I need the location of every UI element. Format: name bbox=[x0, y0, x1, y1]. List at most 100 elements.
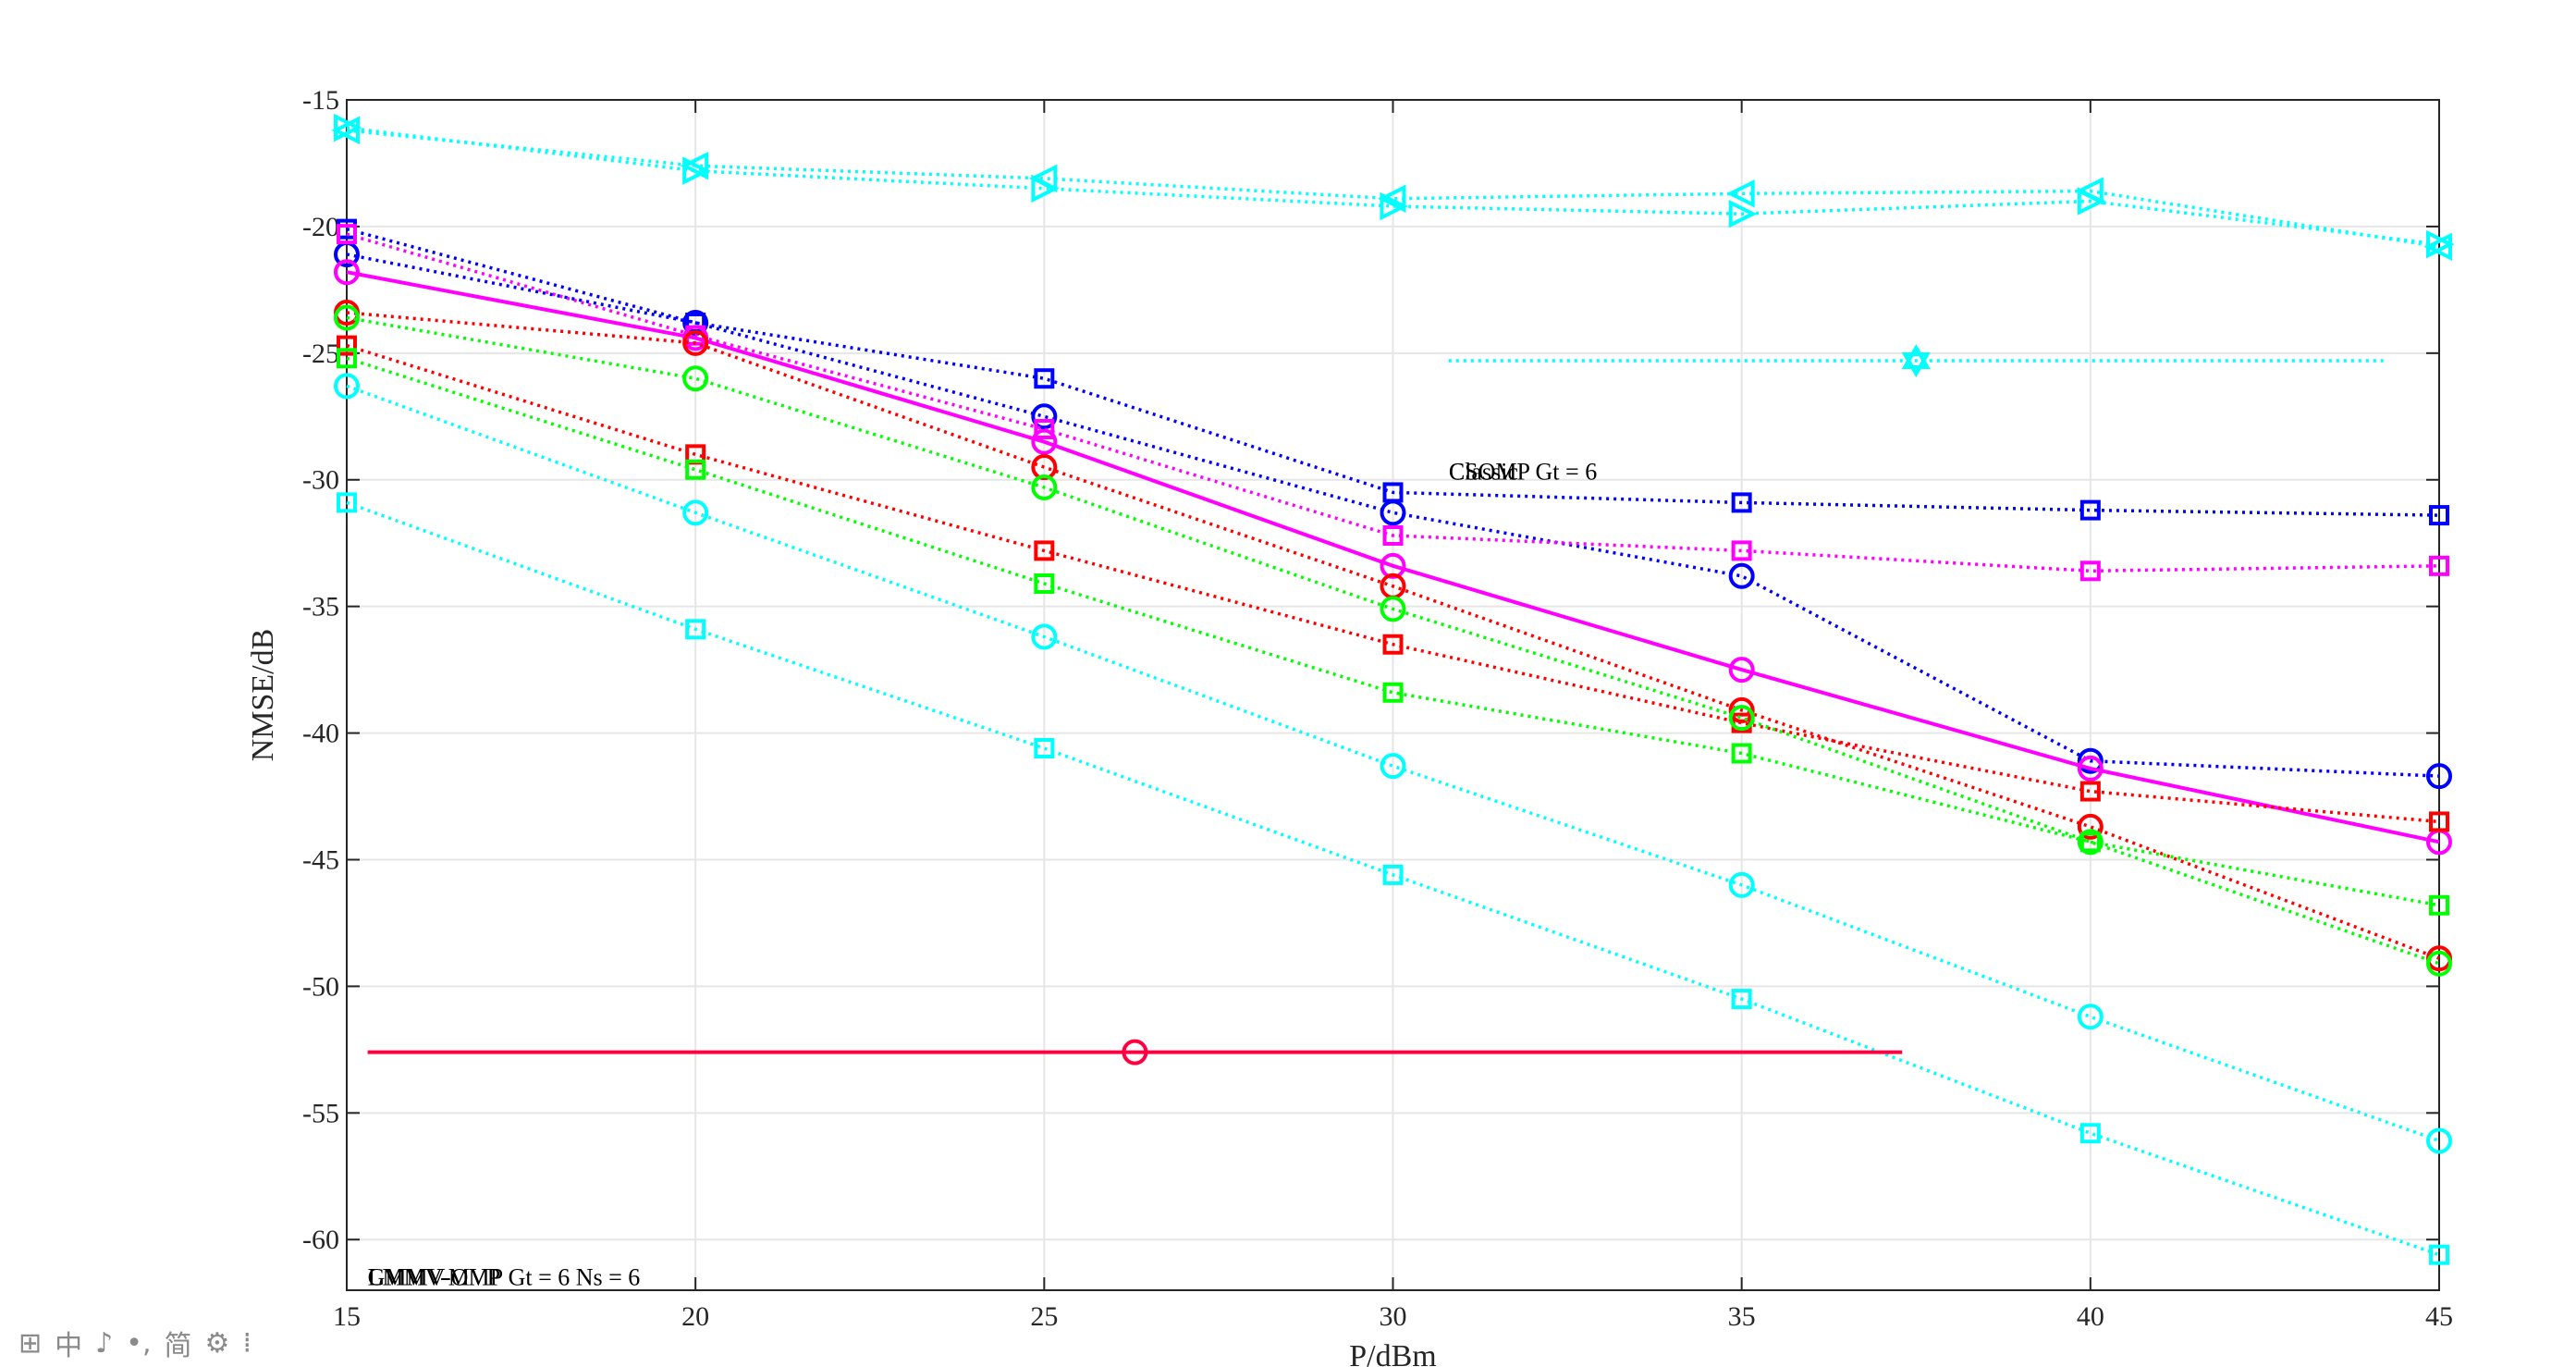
data-point bbox=[1728, 657, 1755, 684]
data-point bbox=[1728, 199, 1758, 228]
data-point bbox=[1034, 418, 1055, 439]
x-tick-label: 15 bbox=[333, 1301, 361, 1332]
data-point bbox=[334, 304, 360, 331]
y-tick-label: -35 bbox=[302, 592, 339, 622]
data-point bbox=[680, 151, 709, 180]
ref-marker-inner bbox=[1901, 352, 1931, 377]
data-point bbox=[1380, 191, 1408, 221]
data-point bbox=[2077, 187, 2106, 216]
series-blue-circle bbox=[334, 241, 2452, 790]
y-tick-label: -60 bbox=[302, 1225, 339, 1255]
y-axis-label: NMSE/dB bbox=[246, 629, 280, 762]
traditional-icon[interactable]: 简 bbox=[164, 1330, 192, 1362]
series-line bbox=[346, 500, 2440, 1257]
data-point bbox=[1382, 682, 1404, 703]
chinese-char-icon[interactable]: 中 bbox=[55, 1330, 83, 1362]
data-point bbox=[2426, 950, 2452, 977]
x-tick-label: 25 bbox=[1030, 1301, 1058, 1332]
x-tick-label: 35 bbox=[1728, 1301, 1756, 1332]
data-point bbox=[1731, 492, 1752, 513]
series-line bbox=[346, 252, 2440, 778]
y-tick-label: -20 bbox=[302, 212, 339, 242]
series-line bbox=[346, 270, 2440, 844]
data-point bbox=[1031, 174, 1060, 203]
ref-marker bbox=[1122, 1039, 1148, 1065]
y-tick-label: -25 bbox=[302, 339, 339, 369]
series-line bbox=[346, 384, 2440, 1143]
data-point bbox=[334, 113, 362, 142]
legend-annotation: Classic bbox=[1449, 459, 1518, 486]
data-point bbox=[1731, 743, 1752, 764]
data-point bbox=[334, 259, 360, 286]
data-point bbox=[2079, 560, 2101, 582]
legend-annotation: CSOMP Gt = 6 bbox=[1449, 459, 1597, 486]
data-point bbox=[1380, 552, 1406, 579]
data-point bbox=[2429, 505, 2449, 526]
ref-line-red-magenta-ref bbox=[367, 1039, 1903, 1065]
data-point bbox=[334, 373, 360, 400]
series-green-circle bbox=[334, 304, 2452, 977]
data-point bbox=[1726, 179, 1755, 208]
data-point bbox=[1031, 403, 1058, 430]
y-tick-label: -30 bbox=[302, 465, 339, 496]
data-point bbox=[1382, 864, 1404, 885]
ref-line-cyan-hexagram-ref bbox=[1448, 344, 2384, 377]
data-point bbox=[1728, 562, 1755, 589]
series-green-square bbox=[337, 348, 2449, 916]
data-point bbox=[2426, 1127, 2452, 1154]
x-tick-label: 30 bbox=[1380, 1301, 1407, 1332]
data-point bbox=[682, 329, 709, 356]
data-point bbox=[2079, 499, 2101, 521]
dots-icon[interactable]: •, bbox=[126, 1326, 152, 1360]
series-line bbox=[346, 315, 2440, 966]
data-point bbox=[2429, 811, 2449, 832]
more-icon[interactable]: ⁞ bbox=[242, 1326, 251, 1360]
data-point bbox=[682, 365, 709, 392]
y-tick-label: -40 bbox=[302, 719, 339, 749]
grid bbox=[346, 99, 2440, 1290]
data-point bbox=[1731, 540, 1752, 561]
grid-icon[interactable]: ⊞ bbox=[18, 1326, 43, 1360]
data-point bbox=[1382, 634, 1404, 655]
data-point bbox=[2079, 1123, 2101, 1144]
data-point bbox=[2426, 229, 2455, 259]
data-point bbox=[682, 499, 709, 526]
series-cyan-circle bbox=[334, 373, 2452, 1154]
data-point bbox=[2077, 1004, 2104, 1030]
data-point bbox=[1380, 753, 1406, 780]
series-line bbox=[346, 129, 2440, 249]
data-point bbox=[1034, 368, 1055, 389]
legend-annotation: LMMV-MVP bbox=[368, 1264, 501, 1291]
data-point bbox=[2423, 232, 2452, 262]
data-point bbox=[1731, 989, 1752, 1010]
ref-marker bbox=[1901, 344, 1931, 369]
series-line bbox=[346, 232, 2440, 573]
series-cyan-square bbox=[337, 492, 2449, 1265]
data-point bbox=[2429, 894, 2449, 916]
moon-icon[interactable]: ♪ bbox=[95, 1326, 114, 1360]
legend-annotation: GMMV-OMP Gt = 6 Ns = 6 bbox=[368, 1264, 641, 1291]
x-tick-label: 20 bbox=[681, 1301, 709, 1332]
data-point bbox=[337, 224, 357, 245]
data-point bbox=[1728, 705, 1755, 732]
data-point bbox=[1031, 428, 1058, 455]
data-point bbox=[337, 492, 357, 513]
data-point bbox=[1034, 540, 1055, 561]
data-point bbox=[1380, 499, 1406, 526]
data-point bbox=[2079, 781, 2101, 802]
data-point bbox=[682, 156, 711, 185]
y-tick-label: -15 bbox=[302, 85, 339, 116]
data-point bbox=[1034, 573, 1055, 595]
data-point bbox=[685, 619, 706, 640]
data-point bbox=[2077, 829, 2104, 856]
data-point bbox=[2077, 813, 2104, 840]
y-tick-label: -50 bbox=[302, 971, 339, 1002]
data-point bbox=[2079, 831, 2101, 853]
series-cyan-triangle-right bbox=[334, 113, 2455, 259]
gear-icon[interactable]: ⚙ bbox=[204, 1326, 230, 1360]
data-point bbox=[331, 116, 360, 145]
data-point bbox=[337, 348, 357, 369]
data-point bbox=[1382, 524, 1404, 546]
